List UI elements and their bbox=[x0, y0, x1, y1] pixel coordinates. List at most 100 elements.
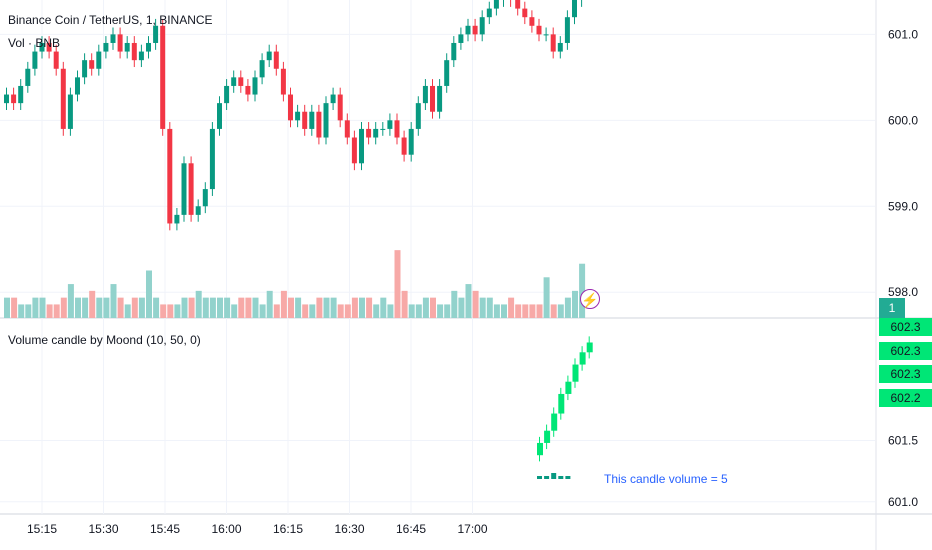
price-tag-1: 602.3 bbox=[879, 318, 932, 336]
candle-body bbox=[323, 103, 329, 138]
candle-body bbox=[344, 120, 350, 138]
candle-body bbox=[493, 0, 499, 9]
candle-body bbox=[96, 51, 102, 69]
volume-bar bbox=[188, 297, 195, 318]
volume-bar bbox=[401, 290, 408, 318]
chart-title: Binance Coin / TetherUS, 1, BINANCE bbox=[8, 13, 213, 27]
volume-bar bbox=[103, 297, 110, 318]
candle-body bbox=[529, 17, 535, 26]
candle-body bbox=[266, 51, 272, 61]
x-tick-label: 16:15 bbox=[273, 522, 303, 536]
volume-bar bbox=[4, 297, 10, 318]
candle-body bbox=[316, 111, 322, 138]
volume-bar bbox=[522, 304, 529, 318]
candle-body bbox=[46, 42, 52, 52]
volume-bar bbox=[181, 297, 188, 318]
candle-body bbox=[295, 111, 301, 121]
volume-bar bbox=[288, 297, 294, 318]
x-tick-label: 15:15 bbox=[27, 522, 57, 536]
candle-body bbox=[380, 128, 386, 130]
volume-bar bbox=[195, 290, 202, 318]
volume-bar bbox=[422, 297, 429, 318]
volume-bar bbox=[550, 304, 557, 318]
candle-body bbox=[188, 163, 194, 215]
y-tick-label: 601.5 bbox=[888, 434, 918, 448]
candle-body bbox=[288, 94, 293, 121]
lightning-icon[interactable]: ⚡ bbox=[580, 289, 600, 309]
candle-body bbox=[451, 42, 457, 61]
volume-bar bbox=[131, 297, 138, 318]
candle-body bbox=[564, 17, 570, 43]
indicator-volume-tick bbox=[551, 473, 557, 479]
candle-body bbox=[124, 42, 130, 52]
price-tag-4: 602.2 bbox=[879, 389, 932, 407]
candle-body bbox=[110, 34, 116, 43]
volume-bar bbox=[458, 297, 465, 318]
candle-body bbox=[515, 0, 521, 9]
indicator-label: Volume candle by Moond (10, 50, 0) bbox=[8, 333, 201, 347]
volume-bar bbox=[153, 297, 160, 318]
candle-body bbox=[82, 60, 88, 78]
volume-bar bbox=[472, 290, 479, 318]
x-tick-label: 16:45 bbox=[396, 522, 426, 536]
x-tick-label: 15:45 bbox=[150, 522, 180, 536]
candle-body bbox=[430, 85, 435, 112]
volume-bar bbox=[387, 304, 394, 318]
volume-bar bbox=[351, 297, 358, 318]
candle-body bbox=[117, 34, 123, 52]
candle-body bbox=[351, 137, 357, 164]
volume-bar bbox=[309, 304, 316, 318]
candle-body bbox=[231, 77, 237, 86]
volume-bar bbox=[18, 304, 25, 318]
volume-bar bbox=[451, 290, 458, 318]
x-tick-label: 16:00 bbox=[211, 522, 241, 536]
candle-body bbox=[536, 25, 542, 35]
candle-body bbox=[32, 51, 38, 69]
candle-body bbox=[174, 214, 180, 224]
candle-body bbox=[153, 25, 159, 43]
volume-bar bbox=[557, 304, 564, 318]
volume-bar bbox=[380, 297, 387, 318]
candle-body bbox=[39, 42, 45, 52]
indicator-volume-tick bbox=[558, 476, 564, 479]
volume-bar bbox=[117, 297, 124, 318]
candle-body bbox=[543, 34, 549, 36]
candle-body bbox=[401, 137, 407, 155]
volume-bar bbox=[174, 304, 181, 318]
volume-bar bbox=[508, 297, 515, 318]
indicator-candle bbox=[558, 393, 565, 414]
y-tick-label: 601.0 bbox=[888, 495, 918, 509]
indicator-candle bbox=[579, 352, 586, 365]
volume-bar bbox=[366, 297, 373, 318]
volume-bar bbox=[67, 284, 74, 318]
candle-body bbox=[394, 120, 400, 138]
y-tick-label: 598.0 bbox=[888, 285, 918, 299]
candle-body bbox=[280, 68, 286, 95]
y-tick-label: 600.0 bbox=[888, 113, 918, 127]
candle-body bbox=[486, 8, 492, 18]
volume-bar bbox=[280, 290, 287, 318]
volume-bar bbox=[60, 297, 67, 318]
volume-bar bbox=[302, 304, 309, 318]
candle-body bbox=[11, 94, 17, 104]
volume-bar bbox=[493, 304, 500, 318]
candle-body bbox=[209, 128, 215, 190]
volume-bar bbox=[444, 304, 451, 318]
pane-badge[interactable]: 1 bbox=[879, 298, 905, 319]
volume-bar bbox=[25, 304, 32, 318]
volume-bar bbox=[96, 297, 103, 318]
candle-body bbox=[437, 85, 443, 112]
candle-body bbox=[138, 51, 144, 61]
candle-body bbox=[202, 189, 208, 207]
volume-bar bbox=[46, 304, 53, 318]
volume-bar bbox=[160, 304, 167, 318]
volume-bar bbox=[529, 304, 536, 318]
volume-bar bbox=[486, 297, 493, 318]
volume-bar bbox=[224, 297, 231, 318]
volume-bar bbox=[217, 297, 223, 318]
indicator-candle bbox=[551, 413, 558, 431]
volume-bar bbox=[110, 284, 117, 318]
candle-body bbox=[472, 25, 478, 35]
volume-bar bbox=[564, 297, 571, 318]
